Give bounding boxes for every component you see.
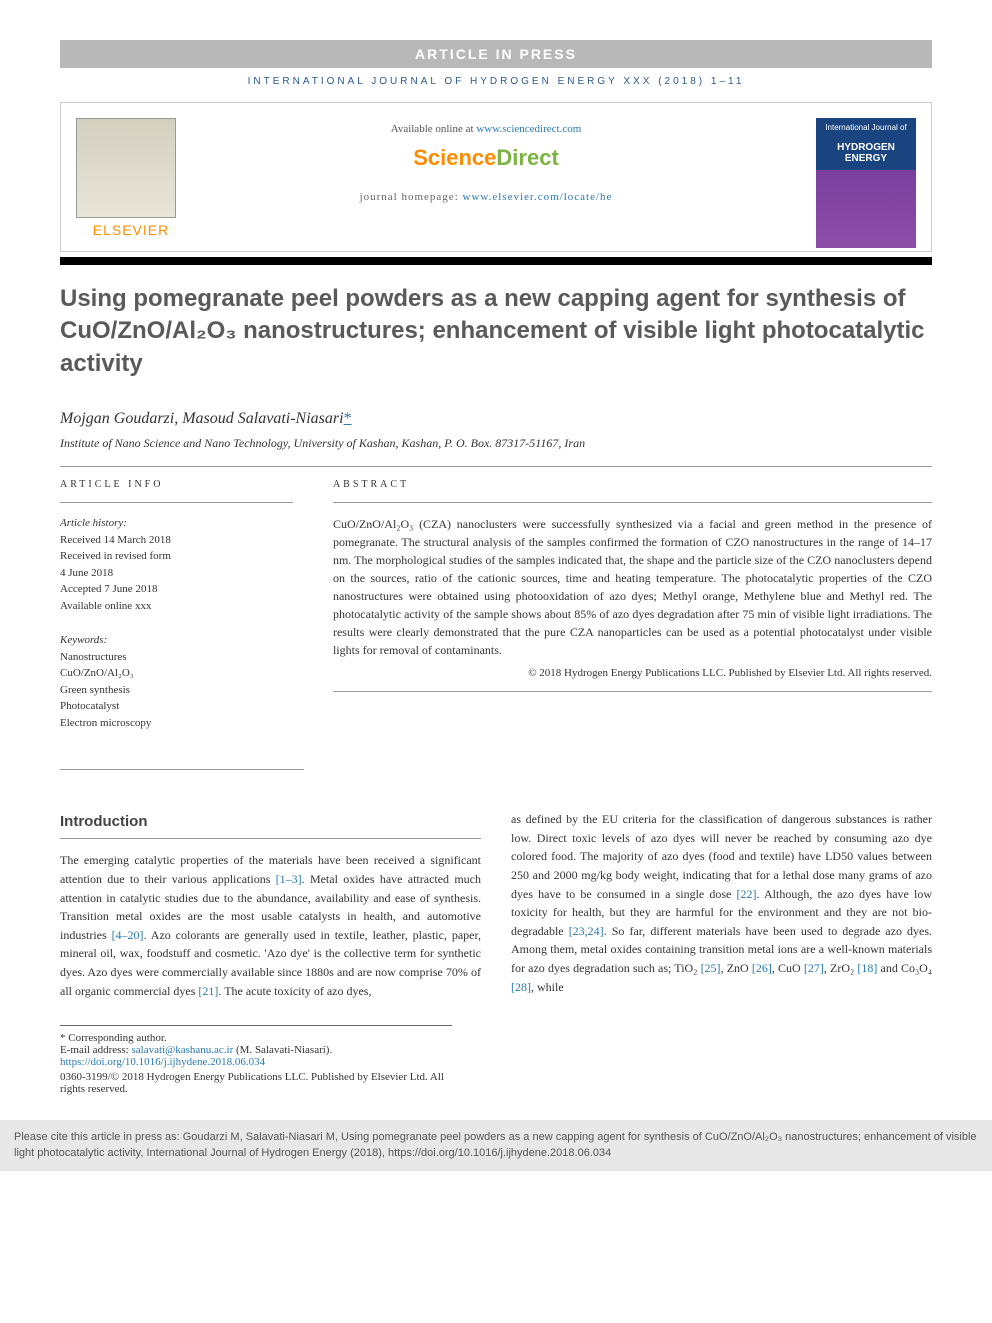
citation-link[interactable]: [26]: [752, 961, 772, 975]
citation-link[interactable]: [27]: [804, 961, 824, 975]
citation-link[interactable]: [28]: [511, 980, 531, 994]
history-title: Article history:: [60, 515, 293, 532]
abstract-text: CuO/ZnO/Al₂O₃ (CZA) nanoclusters were su…: [333, 515, 932, 659]
cover-title: HYDROGEN ENERGY: [821, 142, 911, 164]
keyword: CuO/ZnO/Al₂O₃: [60, 665, 293, 682]
email-link[interactable]: salavati@kashanu.ac.ir: [131, 1044, 233, 1056]
black-divider-bar: [60, 257, 932, 265]
body-column-left: Introduction The emerging catalytic prop…: [60, 810, 481, 1000]
page-container: ARTICLE IN PRESS INTERNATIONAL JOURNAL O…: [0, 0, 992, 1171]
abstract-label: ABSTRACT: [333, 479, 932, 490]
homepage-link[interactable]: www.elsevier.com/locate/he: [463, 191, 613, 203]
elsevier-label: ELSEVIER: [76, 222, 186, 238]
footer-rights: 0360-3199/© 2018 Hydrogen Energy Publica…: [60, 1071, 452, 1095]
divider: [60, 769, 304, 770]
body-paragraph: The emerging catalytic properties of the…: [60, 851, 481, 1000]
body-column-right: as defined by the EU criteria for the cl…: [511, 810, 932, 1000]
affiliation: Institute of Nano Science and Nano Techn…: [60, 436, 932, 451]
article-info-column: ARTICLE INFO Article history: Received 1…: [60, 479, 293, 749]
journal-reference: INTERNATIONAL JOURNAL OF HYDROGEN ENERGY…: [60, 76, 932, 87]
sciencedirect-link[interactable]: www.sciencedirect.com: [476, 123, 581, 135]
citation-box: Please cite this article in press as: Go…: [0, 1120, 992, 1171]
body-text: and Co₃O₄: [877, 961, 932, 975]
divider: [60, 502, 293, 503]
homepage-line: journal homepage: www.elsevier.com/locat…: [201, 191, 771, 203]
sciencedirect-logo: ScienceDirect: [201, 145, 771, 171]
homepage-label: journal homepage:: [360, 191, 463, 203]
email-name: (M. Salavati-Niasari).: [233, 1044, 332, 1056]
email-label: E-mail address:: [60, 1044, 131, 1056]
header-box: ELSEVIER International Journal of HYDROG…: [60, 102, 932, 252]
sd-logo-right: Direct: [496, 145, 558, 170]
footnotes: * Corresponding author. E-mail address: …: [60, 1025, 452, 1095]
citation-link[interactable]: [25]: [701, 961, 721, 975]
body-paragraph: as defined by the EU criteria for the cl…: [511, 810, 932, 996]
info-abstract-row: ARTICLE INFO Article history: Received 1…: [60, 479, 932, 749]
citation-link[interactable]: [18]: [857, 961, 877, 975]
citation-link[interactable]: [4–20]: [112, 928, 144, 942]
divider: [60, 466, 932, 467]
article-in-press-banner: ARTICLE IN PRESS: [60, 40, 932, 68]
divider: [333, 691, 932, 692]
history-line: Received 14 March 2018: [60, 532, 293, 549]
body-text: . The acute toxicity of azo dyes,: [218, 984, 371, 998]
history-line: Accepted 7 June 2018: [60, 581, 293, 598]
keywords-block: Keywords: Nanostructures CuO/ZnO/Al₂O₃ G…: [60, 632, 293, 731]
keyword: Green synthesis: [60, 682, 293, 699]
corresponding-author-note: * Corresponding author.: [60, 1032, 452, 1044]
citation-link[interactable]: [22]: [737, 887, 757, 901]
sd-logo-left: Science: [413, 145, 496, 170]
history-line: Available online xxx: [60, 598, 293, 615]
introduction-heading: Introduction: [60, 810, 481, 839]
abstract-column: ABSTRACT CuO/ZnO/Al₂O₃ (CZA) nanocluster…: [333, 479, 932, 749]
corresponding-author-mark[interactable]: *: [344, 410, 352, 427]
article-info-label: ARTICLE INFO: [60, 479, 293, 490]
keyword: Photocatalyst: [60, 698, 293, 715]
body-columns: Introduction The emerging catalytic prop…: [60, 810, 932, 1000]
cover-small-text: International Journal of: [821, 123, 911, 132]
body-text: , ZrO₂: [824, 961, 857, 975]
citation-link[interactable]: [21]: [198, 984, 218, 998]
article-title: Using pomegranate peel powders as a new …: [60, 283, 932, 380]
divider: [333, 502, 932, 503]
authors-line: Mojgan Goudarzi, Masoud Salavati-Niasari…: [60, 410, 932, 428]
body-text: , ZnO: [721, 961, 752, 975]
history-line: Received in revised form: [60, 548, 293, 565]
citation-link[interactable]: [23,24]: [569, 924, 604, 938]
keyword: Nanostructures: [60, 649, 293, 666]
body-text: , CuO: [772, 961, 804, 975]
available-online-line: Available online at www.sciencedirect.co…: [201, 123, 771, 135]
doi-link[interactable]: https://doi.org/10.1016/j.ijhydene.2018.…: [60, 1056, 265, 1068]
elsevier-tree-icon: [76, 118, 176, 218]
keywords-title: Keywords:: [60, 632, 293, 649]
citation-link[interactable]: [1–3]: [276, 872, 302, 886]
elsevier-logo: ELSEVIER: [76, 118, 186, 238]
body-text: , while: [531, 980, 564, 994]
article-history-block: Article history: Received 14 March 2018 …: [60, 515, 293, 614]
abstract-copyright: © 2018 Hydrogen Energy Publications LLC.…: [333, 667, 932, 679]
author-names: Mojgan Goudarzi, Masoud Salavati-Niasari: [60, 410, 344, 427]
journal-cover-thumbnail: International Journal of HYDROGEN ENERGY: [816, 118, 916, 248]
history-line: 4 June 2018: [60, 565, 293, 582]
introduction-section: Introduction The emerging catalytic prop…: [60, 810, 932, 1000]
available-text: Available online at: [391, 123, 477, 135]
email-line: E-mail address: salavati@kashanu.ac.ir (…: [60, 1044, 452, 1056]
keyword: Electron microscopy: [60, 715, 293, 732]
